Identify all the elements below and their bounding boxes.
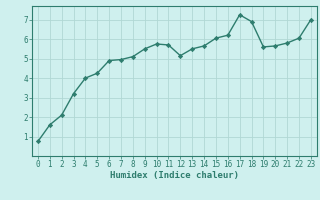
- X-axis label: Humidex (Indice chaleur): Humidex (Indice chaleur): [110, 171, 239, 180]
